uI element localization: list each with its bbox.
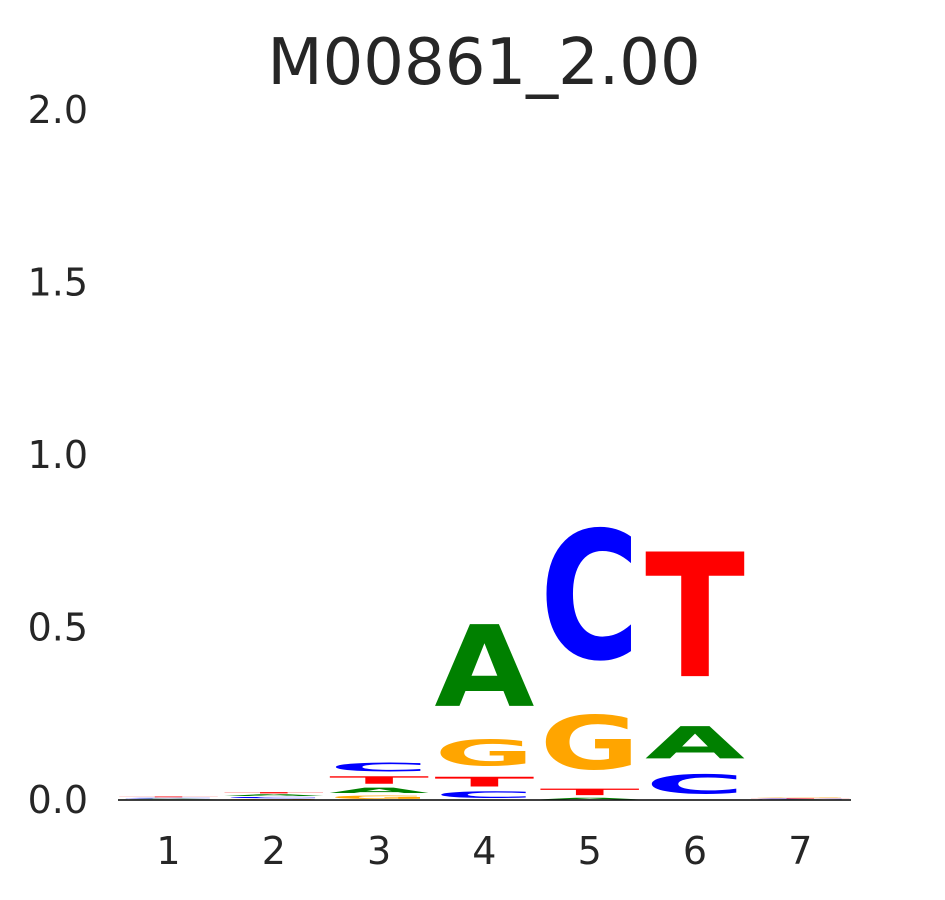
logo-letter-T: T [750,798,850,799]
logo-stack: CAT [645,517,745,800]
x-tick-label: 4 [472,829,496,873]
logo-letter-A: A [540,797,640,800]
y-tick-label: 2.0 [28,88,88,132]
logo-letter-G: G [329,795,429,800]
logo-stacks: GACTGCATGATCCTGAATGCCATACTG [118,495,850,801]
x-tick-label: 6 [683,829,707,873]
x-tick-label: 5 [578,829,602,873]
logo-letter-A: A [119,799,219,800]
y-tick-label: 0.0 [28,778,88,822]
x-tick-label: 2 [262,829,286,873]
logo-letter-A: A [434,602,534,733]
logo-letter-A: A [224,794,324,797]
logo-letter-C: C [540,495,640,701]
logo-letter-T: T [119,796,219,797]
x-axis: 1 2 3 4 5 6 7 [156,829,812,873]
logo-letter-A: A [645,717,745,769]
y-tick-label: 1.0 [28,433,88,477]
logo-letter-G: G [540,701,640,787]
logo-letter-T: T [224,792,324,794]
x-tick-label: 3 [367,829,391,873]
x-tick-label: 1 [156,829,180,873]
logo-letter-T: T [434,774,534,790]
chart-title: M00861_2.00 [267,26,700,100]
logo-letter-T: T [329,774,429,786]
logo-letter-C: C [645,769,745,800]
logo-letter-T: T [540,787,640,797]
logo-letter-T: T [645,517,745,717]
logo-stack: GCAT [224,792,324,800]
logo-letter-A: A [329,786,429,795]
logo-letter-C: C [329,760,429,774]
x-tick-label: 7 [788,829,812,873]
logo-letter-C: C [750,799,850,800]
logo-letter-C: C [434,790,534,800]
y-tick-label: 0.5 [28,606,88,650]
logo-letter-C: C [118,798,218,799]
y-axis: 0.0 0.5 1.0 1.5 2.0 [28,88,88,822]
logo-letter-C: C [224,797,324,799]
logo-letter-G: G [434,733,534,774]
y-tick-label: 1.5 [28,261,88,305]
logo-letter-G: G [750,797,850,798]
